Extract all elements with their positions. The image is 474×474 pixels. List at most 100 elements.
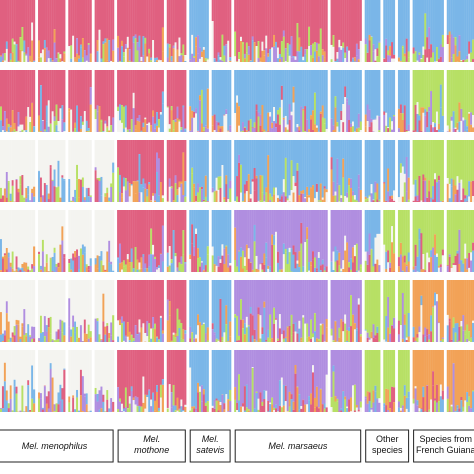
ancestry-bar-segment — [330, 210, 333, 262]
ancestry-bar-segment — [200, 0, 204, 52]
ancestry-bar-segment — [68, 179, 71, 188]
ancestry-bar-segment — [108, 338, 111, 342]
ancestry-bar-segment — [142, 254, 145, 257]
ancestry-bar-segment — [368, 392, 371, 401]
ancestry-bar-segment — [271, 0, 274, 48]
ancestry-bar-segment — [458, 70, 461, 103]
ancestry-bar-segment — [195, 140, 198, 196]
ancestry-bar-segment — [458, 102, 461, 122]
ancestry-bar-segment — [332, 70, 335, 126]
ancestry-bar-segment — [265, 398, 268, 412]
ancestry-bar-segment — [334, 96, 337, 108]
ancestry-bar-segment — [468, 140, 471, 182]
ancestry-bar-segment — [57, 52, 60, 54]
ancestry-bar-segment — [27, 0, 30, 48]
ancestry-bar-segment — [312, 43, 315, 58]
ancestry-bar-segment — [98, 390, 101, 410]
ancestry-bar-segment — [43, 386, 46, 412]
ancestry-bar-segment — [346, 192, 349, 198]
ancestry-bar-segment — [351, 210, 355, 248]
ancestry-bar-segment — [136, 181, 139, 202]
ancestry-bar-segment — [302, 210, 305, 267]
ancestry-bar-segment — [124, 70, 127, 106]
ancestry-bar-segment — [23, 130, 26, 132]
ancestry-bar-segment — [290, 57, 293, 62]
ancestry-bar-segment — [161, 70, 164, 92]
ancestry-bar-segment — [317, 70, 320, 132]
ancestry-bar-segment — [7, 257, 10, 272]
ancestry-bar-segment — [5, 269, 8, 272]
ancestry-bar-segment — [168, 265, 171, 272]
ancestry-bar-segment — [378, 350, 381, 399]
ancestry-bar-segment — [89, 104, 92, 132]
ancestry-bar-segment — [245, 384, 248, 408]
ancestry-bar-segment — [25, 130, 28, 132]
ancestry-bar-segment — [81, 280, 84, 342]
ancestry-bar-segment — [122, 177, 126, 187]
ancestry-bar-segment — [161, 333, 164, 342]
ancestry-bar-segment — [184, 330, 187, 334]
ancestry-bar-segment — [245, 210, 248, 245]
ancestry-bar-segment — [19, 336, 22, 339]
ancestry-bar-segment — [89, 280, 92, 332]
ancestry-bar-segment — [313, 199, 317, 202]
ancestry-bar-segment — [454, 0, 457, 38]
ancestry-bar-segment — [432, 50, 435, 53]
ancestry-bar-segment — [265, 35, 268, 49]
ancestry-bar-segment — [117, 387, 120, 410]
ancestry-bar-segment — [174, 410, 177, 412]
ancestry-bar-segment — [424, 280, 427, 328]
ancestry-bar-segment — [3, 188, 6, 196]
ancestry-bar-segment — [300, 337, 303, 341]
ancestry-bar-segment — [257, 210, 260, 270]
ancestry-bar-segment — [346, 280, 349, 331]
ancestry-bar-segment — [240, 280, 243, 300]
ancestry-bar-segment — [435, 47, 439, 62]
ancestry-bar-segment — [273, 280, 276, 308]
ancestry-bar-segment — [334, 401, 337, 412]
ancestry-bar-segment — [470, 280, 473, 338]
ancestry-bar-segment — [414, 179, 417, 197]
ancestry-bar-segment — [300, 406, 303, 409]
ancestry-bar-segment — [193, 0, 196, 57]
ancestry-bar-segment — [0, 140, 3, 188]
ancestry-bar-segment — [110, 402, 113, 412]
ancestry-bar-segment — [25, 336, 28, 342]
ancestry-bar-segment — [446, 398, 449, 412]
ancestry-bar-segment — [122, 340, 126, 342]
ancestry-bar-segment — [138, 192, 141, 202]
ancestry-bar-segment — [166, 252, 169, 267]
ancestry-bar-segment — [150, 200, 153, 202]
ancestry-bar-segment — [193, 56, 196, 58]
ancestry-bar-segment — [241, 319, 245, 329]
ancestry-bar-segment — [308, 140, 311, 196]
ancestry-bar-segment — [234, 201, 237, 202]
ancestry-bar-segment — [200, 262, 204, 272]
ancestry-bar-segment — [225, 0, 228, 45]
ancestry-bar-segment — [138, 121, 141, 132]
ancestry-bar-segment — [292, 56, 295, 58]
ancestry-bar-segment — [458, 185, 461, 202]
ancestry-bar-segment — [441, 47, 444, 62]
ancestry-bar-segment — [172, 332, 175, 335]
ancestry-bar-segment — [359, 201, 362, 202]
ancestry-bar-segment — [25, 406, 28, 412]
ancestry-bar-segment — [334, 321, 337, 342]
ancestry-bar-segment — [344, 195, 347, 202]
ancestry-bar-segment — [407, 336, 410, 342]
ancestry-bar-segment — [275, 127, 278, 132]
ancestry-bar-segment — [300, 0, 303, 47]
ancestry-bar-segment — [304, 197, 307, 199]
ancestry-bar-segment — [176, 267, 179, 272]
ancestry-bar-segment — [420, 409, 423, 412]
ancestry-bar-segment — [31, 264, 34, 269]
ancestry-bar-segment — [184, 128, 187, 130]
ancestry-bar-segment — [308, 270, 311, 272]
ancestry-bar-segment — [428, 140, 431, 181]
ancestry-bar-segment — [424, 13, 427, 50]
ancestry-bar-segment — [296, 260, 299, 264]
ancestry-bar-segment — [472, 70, 474, 116]
ancestry-bar-segment — [170, 110, 173, 132]
ancestry-bar-segment — [13, 210, 16, 271]
ancestry-bar-segment — [74, 140, 77, 190]
